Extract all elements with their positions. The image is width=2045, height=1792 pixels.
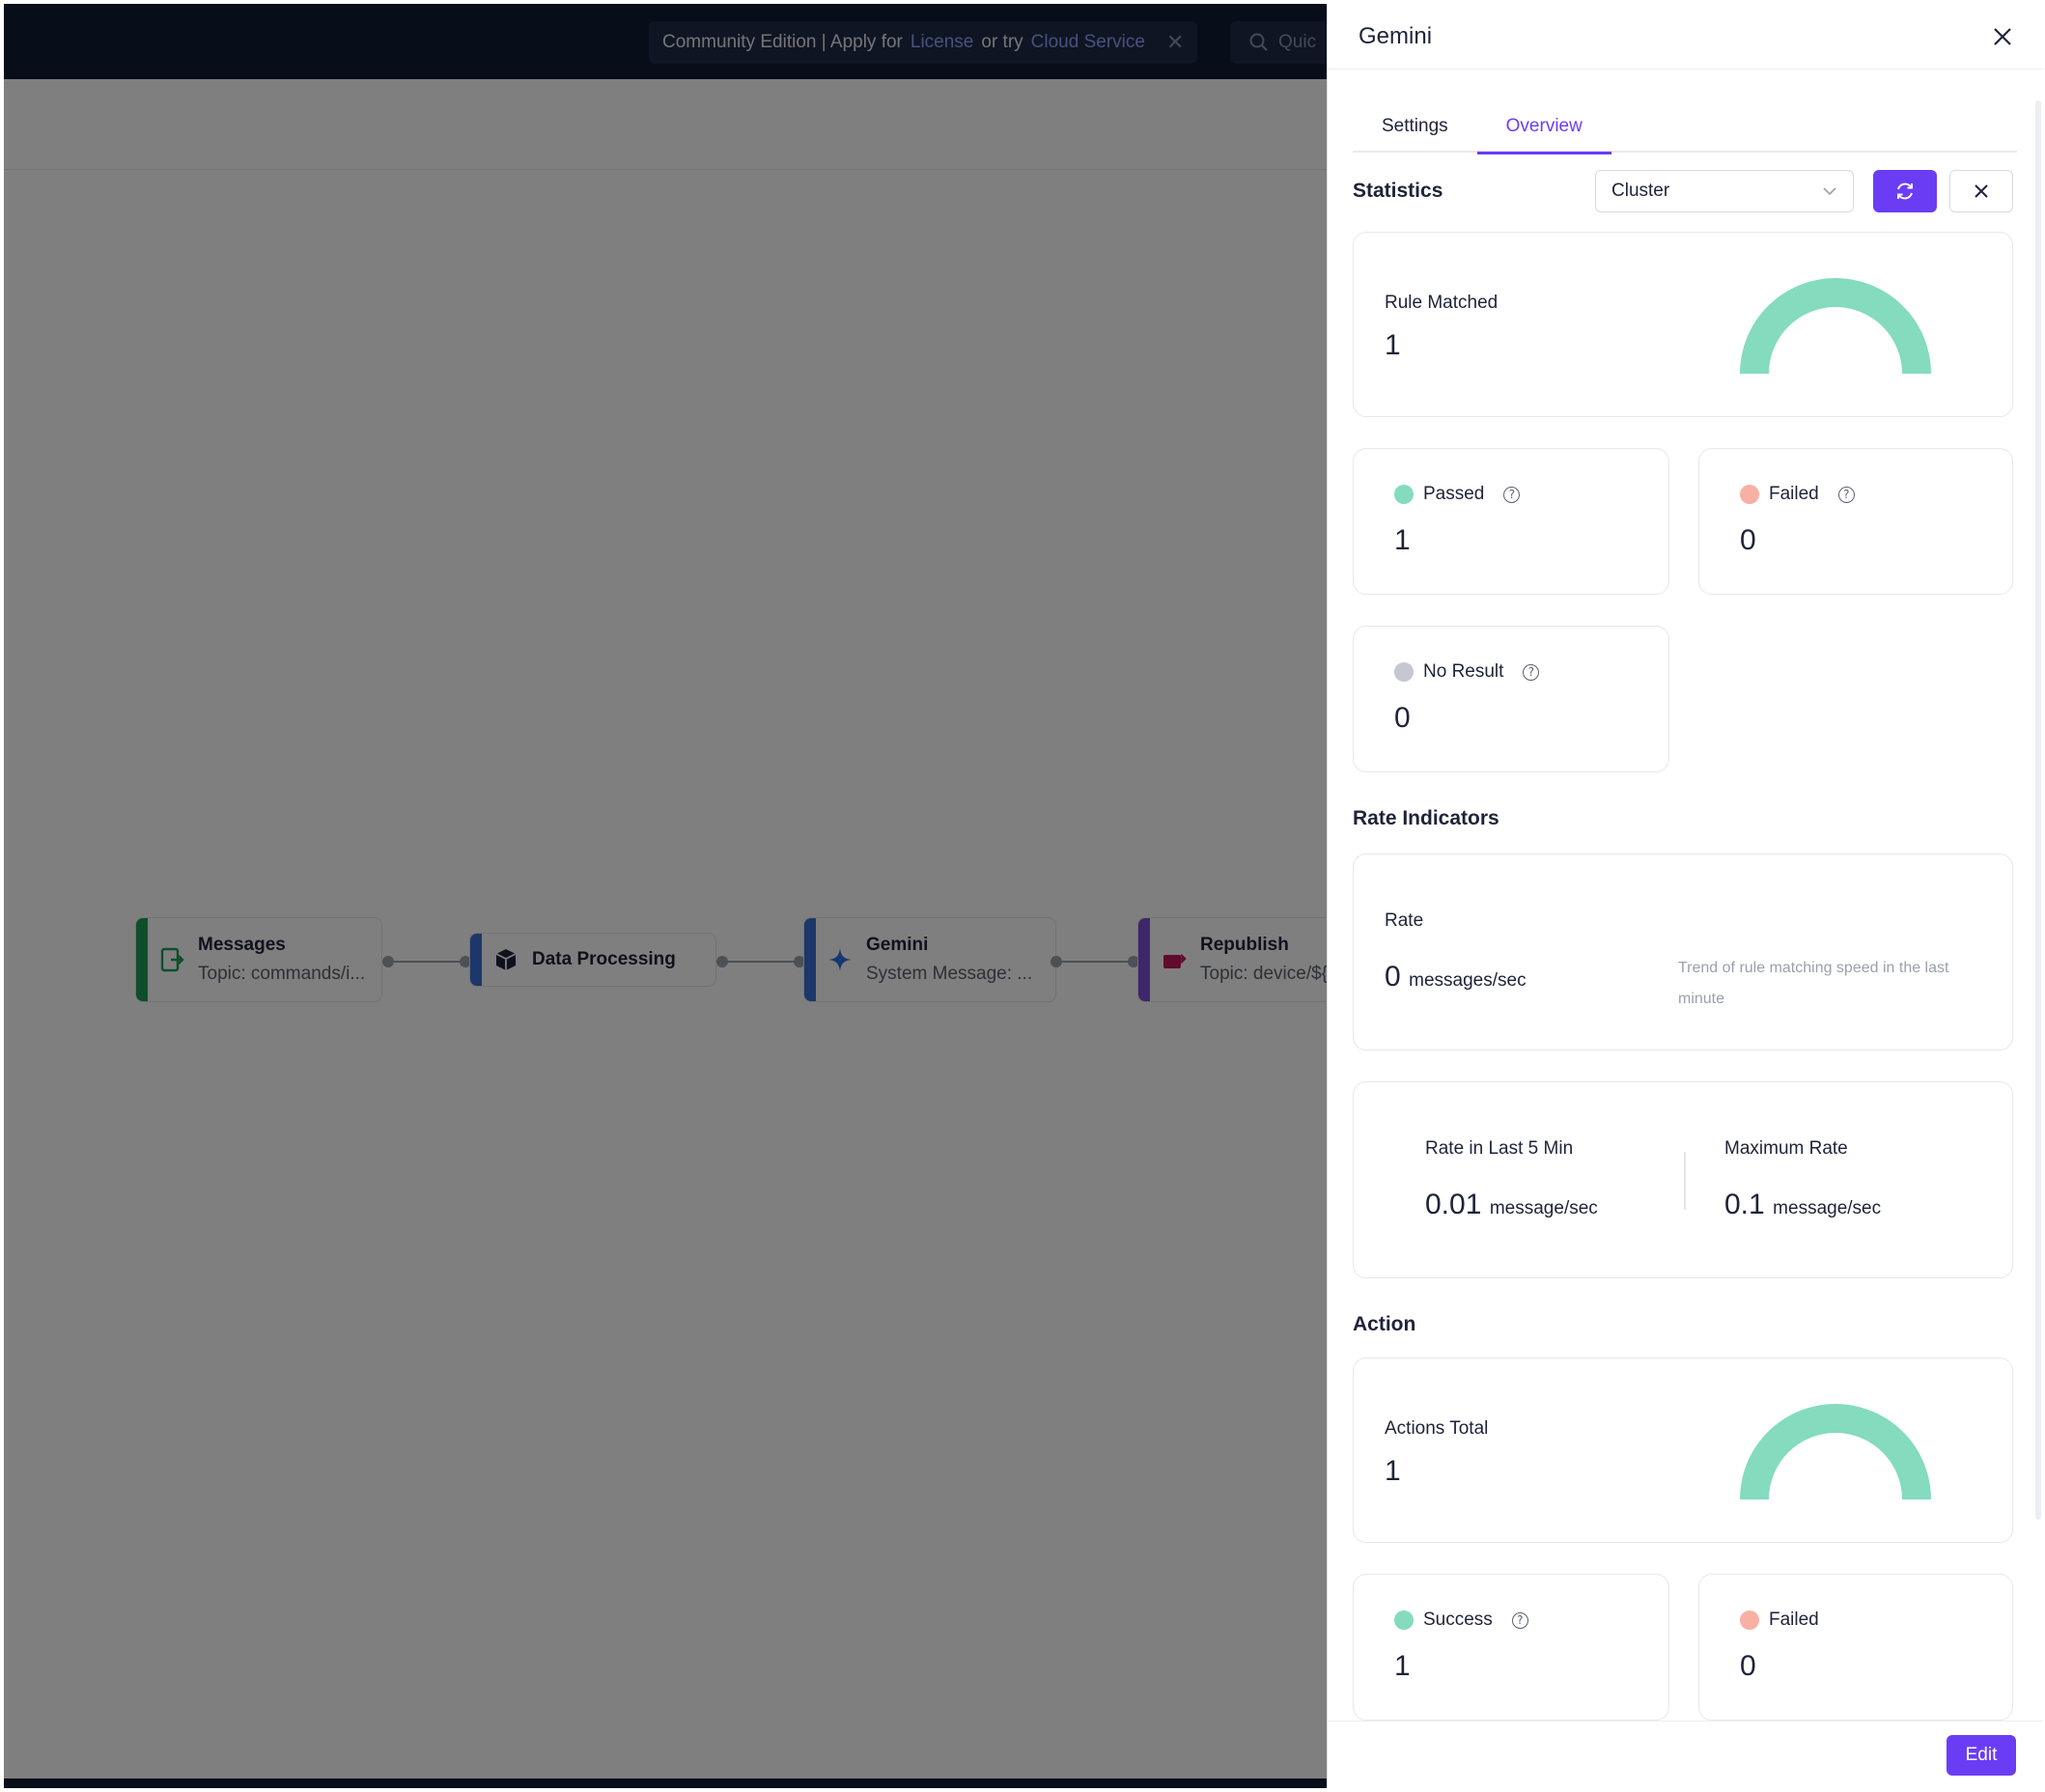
max-rate-label: Maximum Rate <box>1724 1138 1848 1159</box>
close-icon <box>1994 27 2011 45</box>
passed-status: Passed ? <box>1394 484 1521 505</box>
help-icon[interactable]: ? <box>1523 663 1540 681</box>
actions-total-gauge <box>1740 1404 1931 1500</box>
tab-overview[interactable]: Overview <box>1476 100 1612 154</box>
action-title: Action <box>1353 1313 1416 1335</box>
passed-card: Passed ? 1 <box>1353 448 1669 595</box>
max-rate-value: 0.1 <box>1724 1189 1765 1220</box>
no-result-value: 0 <box>1394 702 1411 734</box>
modal-mask[interactable] <box>4 4 1327 1788</box>
actions-total-card: Actions Total 1 <box>1353 1358 2013 1543</box>
max-rate-reading: 0.1 message/sec <box>1724 1189 1881 1221</box>
rate-label: Rate <box>1385 910 1424 931</box>
drawer-header: Gemini <box>1328 4 2043 70</box>
rate-unit: messages/sec <box>1409 970 1527 991</box>
passed-dot <box>1394 485 1414 504</box>
success-status: Success ? <box>1394 1610 1528 1631</box>
rate-reading: 0 messages/sec <box>1385 961 1527 994</box>
rate-last5-reading: 0.01 message/sec <box>1425 1189 1598 1221</box>
success-dot <box>1394 1610 1414 1630</box>
rate-indicators-title: Rate Indicators <box>1353 807 1499 829</box>
no-result-label: No Result <box>1423 661 1504 682</box>
refresh-icon <box>1897 182 1913 200</box>
failed-status: Failed ? <box>1740 484 1855 505</box>
rate-last5-value: 0.01 <box>1425 1189 1482 1220</box>
rule-matched-value: 1 <box>1385 329 1401 361</box>
rate-last5-unit: message/sec <box>1489 1198 1598 1218</box>
drawer-tabs: Settings Overview <box>1353 100 2017 154</box>
statistics-title: Statistics <box>1353 180 1443 202</box>
refresh-button[interactable] <box>1873 170 1937 212</box>
passed-label: Passed <box>1423 484 1485 504</box>
failed-value: 0 <box>1740 524 1756 556</box>
no-result-card: No Result ? 0 <box>1353 626 1669 772</box>
node-detail-drawer: Gemini Settings Overview Statistics Clus… <box>1327 4 2043 1788</box>
rate-divider <box>1684 1152 1686 1210</box>
success-value: 1 <box>1394 1650 1411 1682</box>
drawer-title: Gemini <box>1359 22 1433 49</box>
failed-dot <box>1740 485 1759 504</box>
node-select-value: Cluster <box>1611 181 1670 201</box>
rule-matched-label: Rule Matched <box>1385 293 1499 313</box>
rate-trend-text: Trend of rule matching speed in the last… <box>1678 960 1949 1007</box>
actions-total-label: Actions Total <box>1385 1418 1489 1439</box>
help-icon[interactable]: ? <box>1503 486 1521 503</box>
close-drawer-button[interactable] <box>1985 19 2020 54</box>
action-failed-status: Failed <box>1740 1610 1819 1631</box>
drawer-footer: Edit <box>1328 1721 2043 1788</box>
help-icon[interactable]: ? <box>1837 486 1855 503</box>
tab-settings[interactable]: Settings <box>1382 116 1448 136</box>
chevron-down-icon <box>1823 187 1836 196</box>
action-failed-dot <box>1740 1610 1759 1630</box>
no-result-status: No Result ? <box>1394 661 1540 683</box>
help-icon[interactable]: ? <box>1511 1611 1528 1629</box>
node-select[interactable]: Cluster <box>1595 170 1854 212</box>
drawer-scrollbar[interactable] <box>2035 100 2041 1520</box>
edit-button[interactable]: Edit <box>1947 1735 2016 1776</box>
rate-value: 0 <box>1385 961 1401 993</box>
action-failed-value: 0 <box>1740 1650 1756 1682</box>
rate-summary-card: Rate in Last 5 Min 0.01 message/sec Maxi… <box>1353 1081 2013 1278</box>
rate-card: Rate 0 messages/sec Trend of rule matchi… <box>1353 854 2013 1050</box>
close-icon <box>1975 184 1988 198</box>
success-label: Success <box>1423 1610 1493 1630</box>
no-result-dot <box>1394 662 1414 682</box>
action-failed-label: Failed <box>1769 1610 1819 1630</box>
passed-value: 1 <box>1394 524 1411 556</box>
actions-total-value: 1 <box>1385 1455 1401 1487</box>
rate-last5-label: Rate in Last 5 Min <box>1425 1138 1574 1159</box>
rule-matched-gauge <box>1740 278 1931 375</box>
failed-label: Failed <box>1769 484 1819 504</box>
reset-statistics-button[interactable] <box>1949 170 2013 212</box>
action-failed-card: Failed 0 <box>1698 1574 2013 1721</box>
failed-card: Failed ? 0 <box>1698 448 2013 595</box>
success-card: Success ? 1 <box>1353 1574 1669 1721</box>
rule-matched-card: Rule Matched 1 <box>1353 232 2013 417</box>
max-rate-unit: message/sec <box>1773 1198 1882 1218</box>
